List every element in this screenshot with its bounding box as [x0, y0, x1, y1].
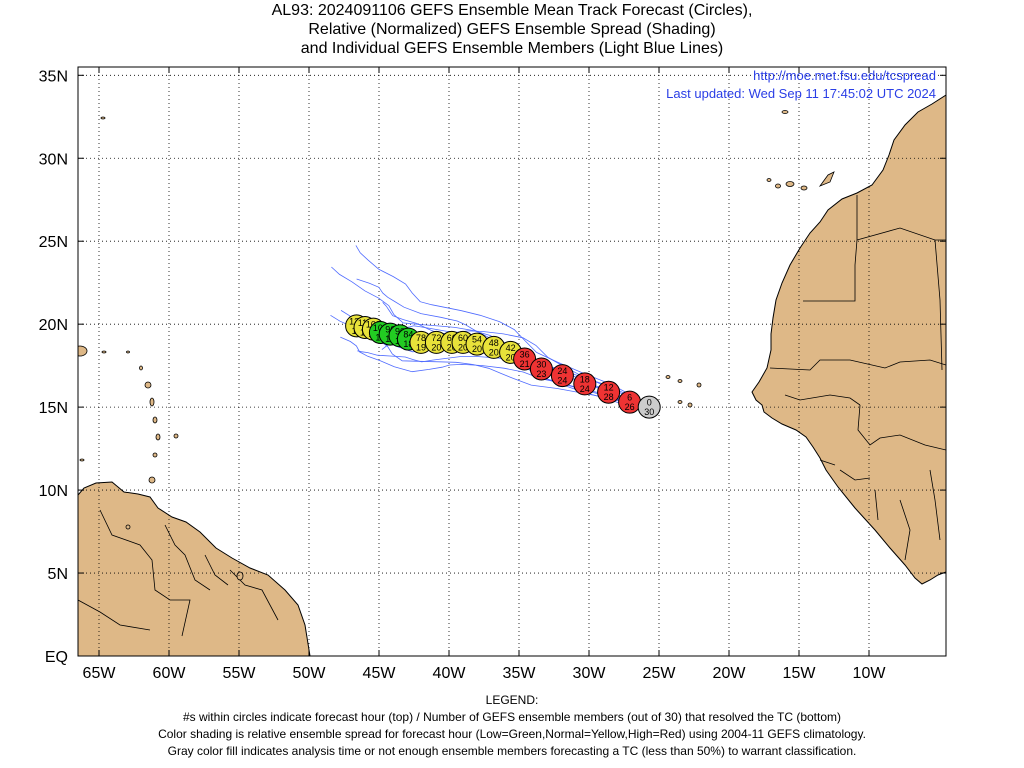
member-count-label: 19 — [416, 342, 426, 352]
forecast-hour-label: 0 — [647, 398, 652, 408]
member-track-line — [340, 336, 651, 403]
y-axis-tick-labels: 35N 30N 25N 20N 15N 10N 5N EQ — [39, 68, 68, 666]
track-point-6: 626 — [618, 390, 642, 414]
south-america-borders — [78, 509, 279, 637]
bermuda-island — [100, 116, 106, 120]
x-tick-label: 30W — [573, 665, 607, 682]
legend-line-2: Color shading is relative ensemble sprea… — [158, 727, 866, 741]
member-count-label: 20 — [447, 342, 457, 352]
member-count-label: 23 — [536, 369, 546, 379]
x-tick-label: 55W — [223, 665, 257, 682]
member-count-label: 26 — [625, 402, 635, 412]
track-point-circle — [637, 395, 661, 419]
canary-islands — [766, 110, 835, 191]
x-tick-label: 20W — [713, 665, 747, 682]
forecast-hour-label: 12 — [604, 383, 614, 393]
y-tick-label: 10N — [39, 483, 68, 500]
forecast-hour-label: 48 — [489, 338, 499, 348]
y-tick-label: 20N — [39, 317, 68, 334]
forecast-hour-label: 72 — [431, 333, 441, 343]
forecast-hour-label: 102 — [373, 323, 388, 333]
mean-track-circles: 1201711417108181021896189018841878197220… — [345, 314, 661, 419]
forecast-hour-label: 60 — [458, 333, 468, 343]
forecast-hour-label: 6 — [627, 393, 632, 403]
x-tick-label: 35W — [503, 665, 537, 682]
track-point-circle — [573, 372, 597, 396]
forecast-hour-label: 42 — [506, 343, 516, 353]
chart-title-line-3: and Individual GEFS Ensemble Members (Li… — [300, 40, 724, 57]
forecast-hour-label: 66 — [447, 333, 457, 343]
track-point-0: 030 — [637, 395, 661, 419]
track-point-circle — [529, 357, 553, 381]
member-count-label: 18 — [403, 339, 413, 349]
member-count-label: 20 — [472, 344, 482, 354]
legend-heading: LEGEND: — [485, 693, 539, 707]
forecast-hour-label: 54 — [472, 335, 482, 345]
forecast-hour-label: 84 — [403, 330, 413, 340]
member-count-label: 28 — [604, 392, 614, 402]
puerto-rico-island — [78, 345, 88, 357]
africa-landmass — [751, 94, 946, 585]
forecast-hour-label: 24 — [557, 366, 567, 376]
x-tick-label: 10W — [853, 665, 887, 682]
member-track-line — [382, 302, 655, 406]
x-tick-label: 50W — [293, 665, 327, 682]
member-count-label: 21 — [520, 359, 530, 369]
y-tick-label: 5N — [48, 566, 68, 583]
member-count-label: 24 — [557, 376, 567, 386]
member-count-label: 30 — [644, 407, 654, 417]
africa-borders — [769, 195, 946, 561]
forecast-hour-label: 78 — [416, 333, 426, 343]
x-axis-tick-labels: 65W 60W 55W 50W 45W 40W 35W 30W 25W 20W 15W 10W — [83, 665, 887, 682]
member-count-label: 20 — [431, 342, 441, 352]
south-america-landmass — [78, 481, 311, 656]
forecast-hour-label: 36 — [520, 350, 530, 360]
y-tick-label: EQ — [45, 649, 68, 666]
member-track-line — [357, 350, 654, 411]
plot-frame — [77, 66, 947, 657]
y-tick-label: 15N — [39, 400, 68, 417]
chart-title-line-1: AL93: 2024091106 GEFS Ensemble Mean Trac… — [271, 2, 753, 19]
x-tick-label: 15W — [783, 665, 817, 682]
member-track-line — [331, 266, 650, 405]
member-count-label: 20 — [506, 352, 516, 362]
track-point-circle — [597, 380, 621, 404]
y-tick-label: 25N — [39, 234, 68, 251]
x-tick-label: 65W — [83, 665, 117, 682]
track-point-circle — [550, 364, 574, 388]
member-count-label: 20 — [458, 342, 468, 352]
source-url-link[interactable]: http://moe.met.fsu.edu/tcspread — [753, 68, 936, 83]
axis-ticks — [78, 67, 946, 657]
forecast-hour-label: 18 — [580, 374, 590, 384]
forecast-hour-label: 96 — [385, 325, 395, 335]
legend-line-1: #s within circles indicate forecast hour… — [182, 710, 842, 724]
member-count-label: 20 — [489, 347, 499, 357]
last-updated-text: Last updated: Wed Sep 11 17:45:02 UTC 20… — [666, 86, 936, 101]
lesser-antilles — [79, 350, 179, 484]
y-tick-label: 35N — [39, 68, 68, 85]
member-track-line — [355, 245, 654, 406]
lat-lon-gridlines — [78, 67, 946, 656]
x-tick-label: 25W — [643, 665, 677, 682]
x-tick-label: 60W — [153, 665, 187, 682]
member-count-label: 24 — [580, 384, 590, 394]
forecast-hour-label: 30 — [536, 359, 546, 369]
x-tick-label: 40W — [433, 665, 467, 682]
legend-line-3: Gray color fill indicates analysis time … — [167, 744, 857, 758]
y-tick-label: 30N — [39, 151, 68, 168]
x-tick-label: 45W — [363, 665, 397, 682]
chart-title-line-2: Relative (Normalized) GEFS Ensemble Spre… — [308, 21, 716, 38]
track-point-circle — [513, 347, 537, 371]
